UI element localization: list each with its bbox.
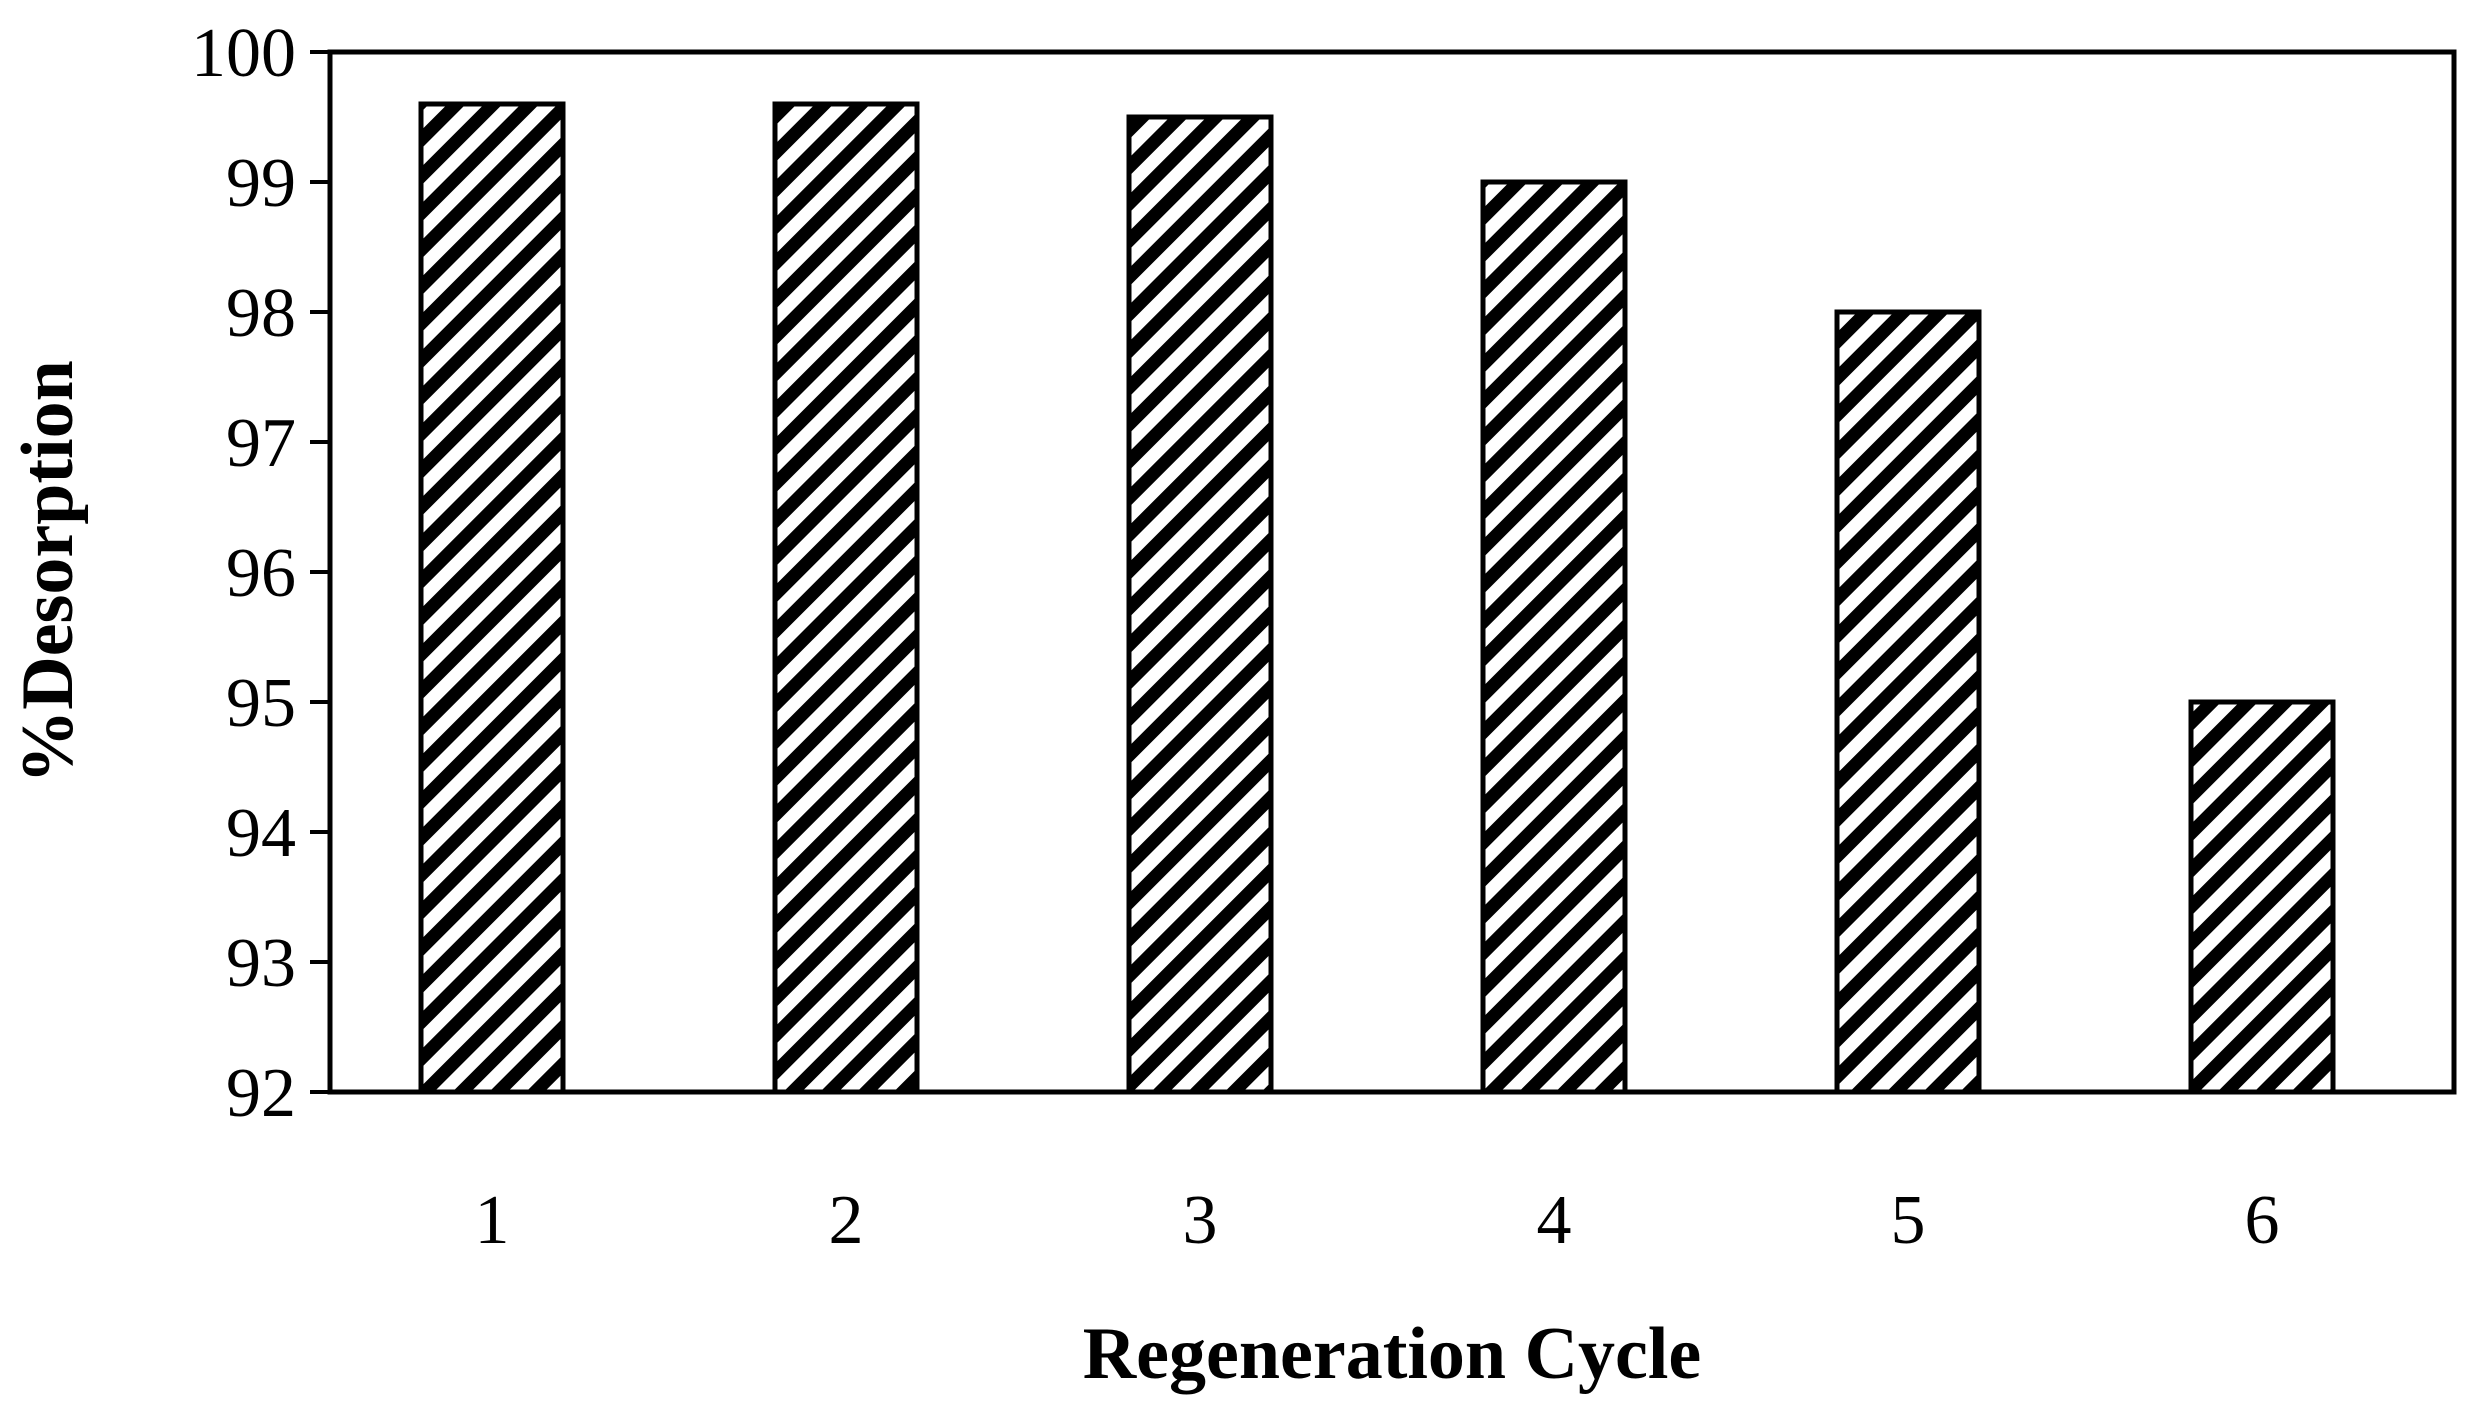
bar-cycle-6 [2188, 699, 2336, 1095]
bars [418, 101, 2336, 1095]
y-axis-ticks [310, 50, 330, 1094]
bar-cycle-1 [418, 101, 566, 1095]
y-tick-label: 94 [226, 795, 296, 872]
plot-area-frame [327, 49, 2457, 1095]
bar-cycle-3 [1126, 114, 1274, 1095]
bar-cycle-5 [1834, 309, 1982, 1095]
y-axis-tick-labels: 92 93 94 95 96 97 98 99 100 [191, 15, 296, 1132]
y-axis-title: %Desorption [7, 360, 89, 783]
y-tick-label: 97 [226, 405, 296, 482]
y-tick-label: 92 [226, 1055, 296, 1132]
y-tick-label: 96 [226, 535, 296, 612]
y-tick-label: 95 [226, 665, 296, 742]
x-tick-label: 4 [1537, 1182, 1572, 1259]
x-axis-title: Regeneration Cycle [1083, 1313, 1702, 1395]
x-tick-label: 5 [1891, 1182, 1926, 1259]
bar-cycle-4 [1480, 179, 1628, 1095]
bar-cycle-2 [772, 101, 920, 1095]
x-axis-tick-labels: 1 2 3 4 5 6 [475, 1182, 2280, 1259]
y-tick-label: 100 [191, 15, 296, 92]
x-tick-label: 2 [829, 1182, 864, 1259]
x-tick-label: 6 [2245, 1182, 2280, 1259]
x-tick-label: 1 [475, 1182, 510, 1259]
y-tick-label: 99 [226, 145, 296, 222]
plot-area-border [327, 49, 2457, 1095]
x-tick-label: 3 [1183, 1182, 1218, 1259]
y-tick-label: 93 [226, 925, 296, 1002]
y-tick-label: 98 [226, 275, 296, 352]
